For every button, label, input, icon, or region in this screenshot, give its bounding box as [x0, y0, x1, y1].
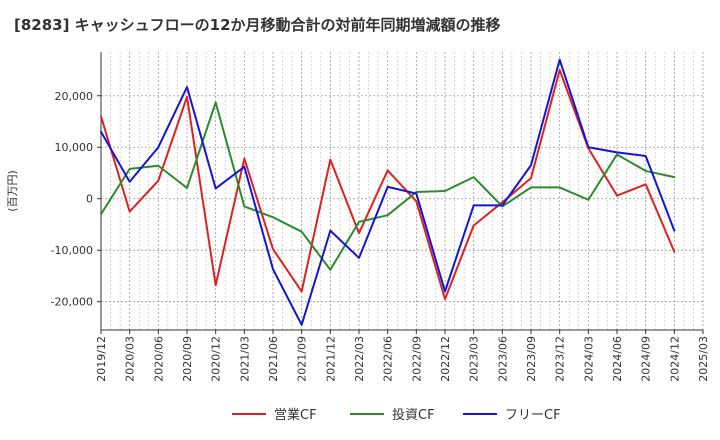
x-tick-label: 2020/12 — [210, 336, 223, 382]
legend: 営業CF 投資CF フリーCF — [232, 407, 561, 423]
y-tick-label: -20,000 — [51, 296, 93, 309]
y-tick-label: 10,000 — [55, 141, 94, 154]
x-tick-label: 2024/03 — [582, 336, 595, 382]
series-lines — [100, 58, 676, 326]
legend-label: 営業CF — [274, 407, 317, 423]
legend-label: フリーCF — [505, 408, 561, 423]
x-tick-label: 2020/09 — [181, 336, 194, 382]
x-tick-label: 2019/12 — [95, 336, 108, 382]
x-tick-label: 2022/09 — [410, 336, 423, 382]
y-tick-label: -10,000 — [51, 244, 93, 257]
x-tick-label: 2022/12 — [439, 336, 452, 382]
axes — [100, 52, 703, 331]
legend-label: 投資CF — [392, 407, 435, 423]
series-line — [100, 58, 676, 326]
y-axis-label: (百万円) — [6, 170, 19, 212]
x-tick-label: 2022/06 — [382, 336, 395, 382]
x-tick-label: 2021/12 — [324, 336, 337, 382]
x-tick-label: 2022/03 — [353, 336, 366, 382]
x-tick-label: 2020/06 — [152, 336, 165, 382]
x-axis-ticks: 2019/12 2020/03 2020/06 2020/09 2020/12 2021/… — [95, 330, 710, 382]
x-tick-label: 2023/06 — [496, 336, 509, 382]
x-tick-label: 2024/09 — [640, 336, 653, 382]
x-tick-label: 2024/12 — [668, 336, 681, 382]
x-tick-label: 2021/09 — [296, 336, 309, 382]
x-tick-label: 2024/06 — [611, 336, 624, 382]
y-tick-label: 0 — [86, 193, 93, 206]
x-tick-label: 2020/03 — [124, 336, 137, 382]
x-tick-label: 2023/03 — [468, 336, 481, 382]
y-tick-label: 20,000 — [55, 90, 94, 103]
x-tick-label: 2021/03 — [238, 336, 251, 382]
series-line — [100, 101, 676, 271]
x-tick-label: 2023/12 — [554, 336, 567, 382]
x-tick-label: 2023/09 — [525, 336, 538, 382]
x-tick-label: 2025/03 — [697, 336, 710, 382]
y-axis-ticks: 20,000 10,000 0 -10,000 -20,000 — [51, 90, 101, 309]
chart-title: [8283] キャッシュフローの12か月移動合計の対前年同期増減額の推移 — [14, 16, 501, 34]
x-tick-label: 2021/06 — [267, 336, 280, 382]
